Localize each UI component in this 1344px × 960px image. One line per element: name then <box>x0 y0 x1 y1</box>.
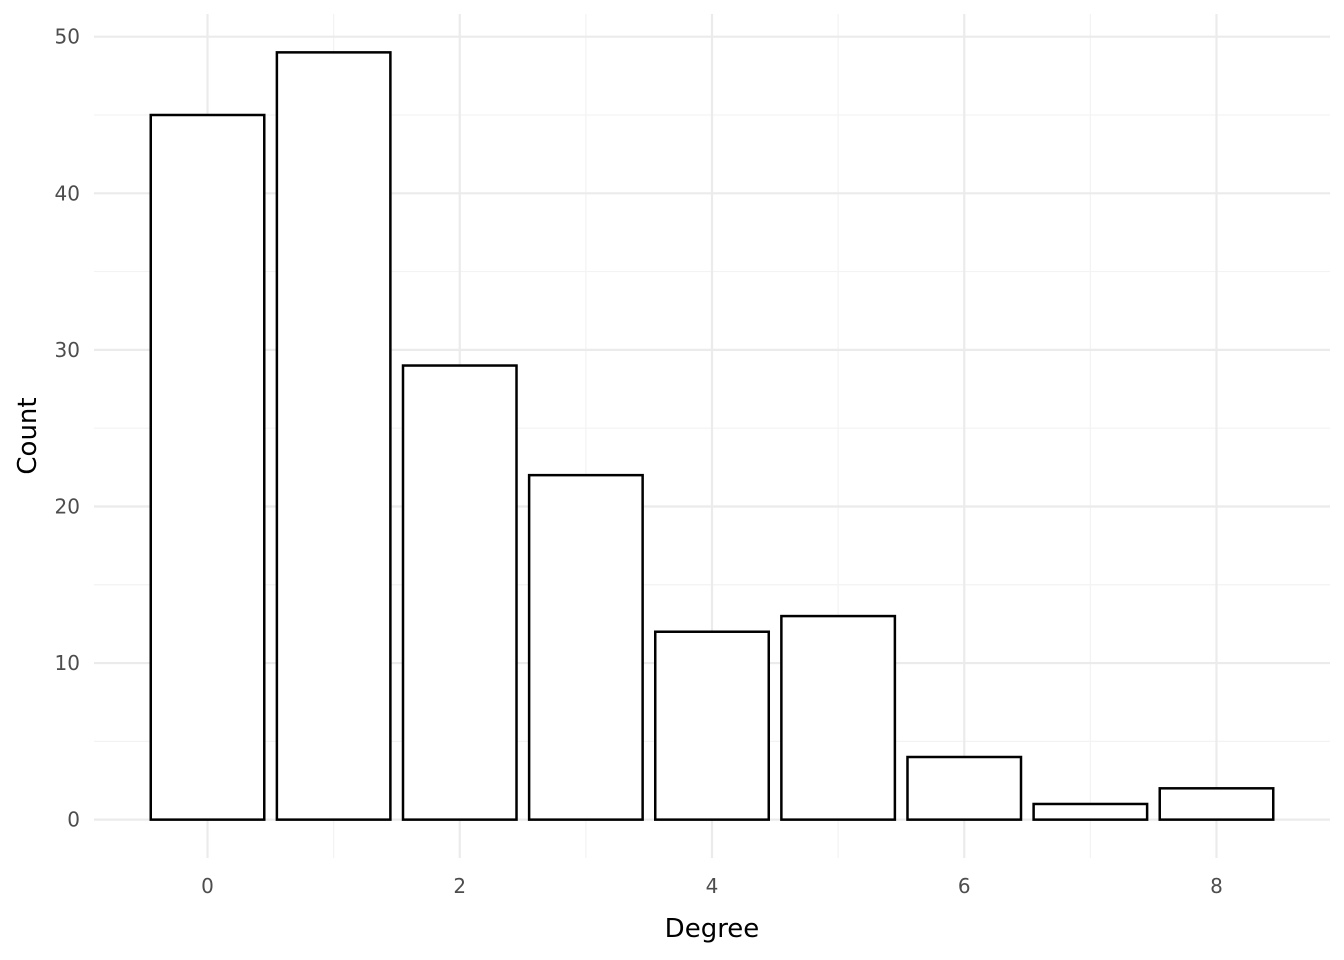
y-tick-label: 20 <box>55 494 80 518</box>
bar-degree-8 <box>1158 787 1275 821</box>
bar-degree-0 <box>149 113 266 821</box>
bar-degree-2 <box>401 364 518 821</box>
y-tick-label: 0 <box>67 808 80 832</box>
x-tick-label: 6 <box>958 874 971 898</box>
x-tick-label: 2 <box>453 874 466 898</box>
x-tick-label: 0 <box>201 874 214 898</box>
bar-degree-5 <box>780 614 897 821</box>
bar-degree-3 <box>527 473 644 821</box>
bar-degree-4 <box>653 630 771 821</box>
y-axis-title: Count <box>13 397 43 474</box>
x-tick-label: 8 <box>1210 874 1223 898</box>
bar-layer <box>149 51 1275 821</box>
bar-degree-1 <box>275 51 392 821</box>
y-tick-label: 10 <box>55 651 80 675</box>
x-axis-title: Degree <box>665 914 760 944</box>
y-tick-label: 40 <box>55 181 80 205</box>
x-tick-label: 4 <box>706 874 719 898</box>
tick-label-layer: 0 10 20 30 40 50 0 2 4 6 8 <box>55 25 1223 898</box>
bar-degree-6 <box>906 755 1023 821</box>
bar-degree-7 <box>1032 802 1149 821</box>
y-tick-label: 50 <box>55 25 80 49</box>
y-tick-label: 30 <box>55 338 80 362</box>
